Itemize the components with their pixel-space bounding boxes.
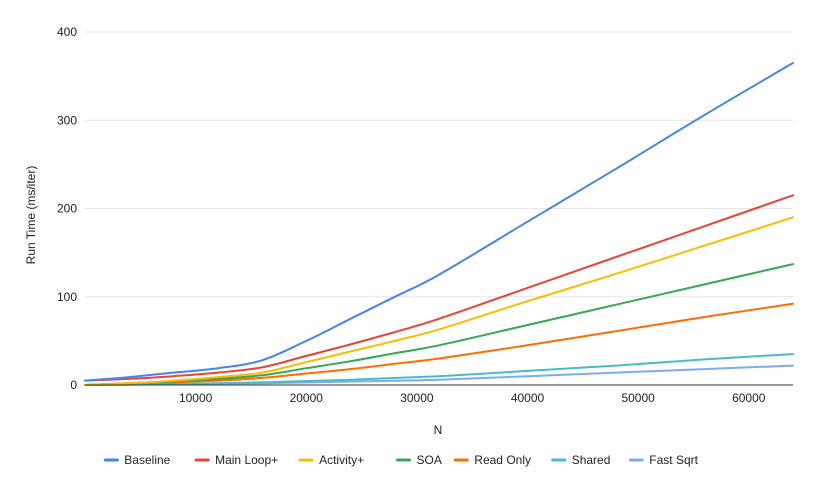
series-lines — [84, 61, 794, 386]
legend-item-shared: Shared — [551, 453, 611, 467]
legend-item-activity: Activity+ — [298, 453, 364, 467]
y-tick-label: 300 — [57, 113, 77, 127]
x-tick-label: 60000 — [732, 391, 766, 405]
legend-item-soa: SOA — [396, 453, 442, 467]
legend-label: SOA — [417, 453, 442, 467]
y-axis-title: Run Time (ms/iter) — [24, 166, 38, 265]
series-line-activity — [84, 216, 794, 386]
y-tick-label: 100 — [57, 290, 77, 304]
x-tick-label: 30000 — [400, 391, 434, 405]
series-line-main-loop — [84, 194, 794, 382]
axes: 0 100 200 300 400 10000 20000 30000 40000 50000 60… — [57, 25, 793, 405]
y-tick-label: 0 — [70, 378, 77, 392]
series-line-shared — [84, 353, 794, 386]
legend: Baseline Main Loop+ Activity+ SOA Read Only S… — [103, 453, 699, 467]
legend-label: Baseline — [124, 453, 170, 467]
legend-label: Shared — [572, 453, 611, 467]
series-line-baseline — [84, 61, 794, 382]
y-tick-label: 400 — [57, 25, 77, 39]
legend-label: Read Only — [474, 453, 531, 467]
x-axis-title: N — [434, 423, 443, 437]
y-tick-label: 200 — [57, 202, 77, 216]
legend-label: Main Loop+ — [215, 453, 278, 467]
legend-item-baseline: Baseline — [103, 453, 171, 467]
legend-item-read-only: Read Only — [453, 453, 531, 467]
legend-item-fast-sqrt: Fast Sqrt — [628, 453, 699, 467]
legend-item-main-loop: Main Loop+ — [194, 453, 278, 467]
gridlines — [85, 31, 793, 298]
legend-label: Activity+ — [319, 453, 364, 467]
x-tick-label: 50000 — [621, 391, 655, 405]
x-tick-label: 10000 — [179, 391, 213, 405]
legend-label: Fast Sqrt — [649, 453, 698, 467]
x-tick-label: 40000 — [511, 391, 545, 405]
series-line-soa — [84, 263, 794, 386]
x-tick-label: 20000 — [290, 391, 324, 405]
